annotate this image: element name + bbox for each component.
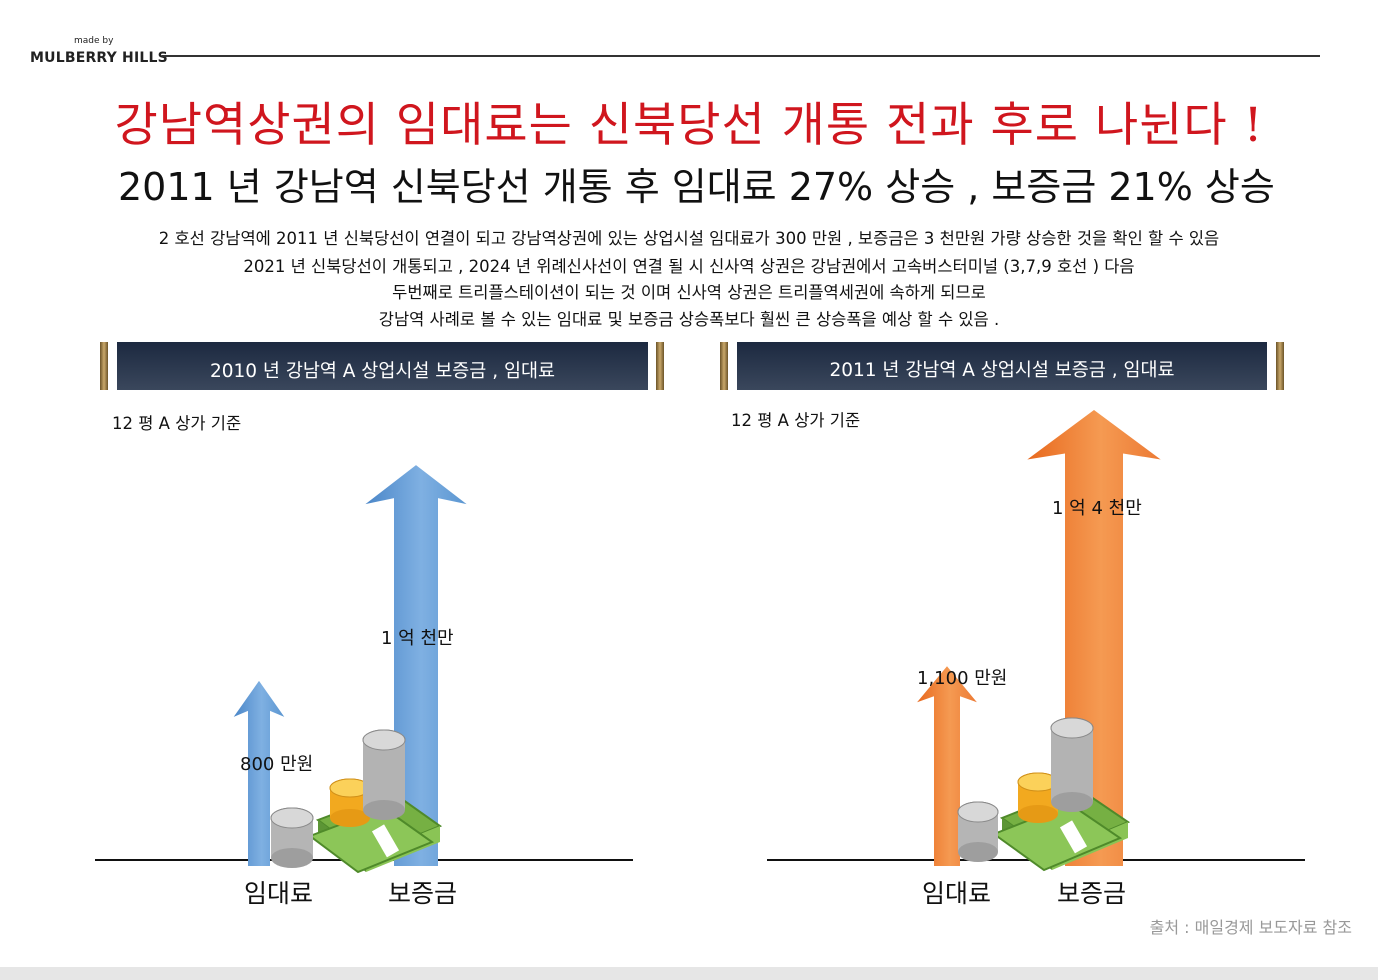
panel-ornament-left — [720, 342, 728, 390]
chart-2-category-rent: 임대료 — [922, 879, 992, 908]
chart-2-arrow-deposit — [1027, 410, 1161, 866]
money-stack-icon — [957, 717, 1131, 872]
chart-2-basis: 12 평 A 상가 기준 — [731, 411, 861, 430]
money-stack-icon — [270, 729, 443, 874]
chart-2-arrow-rent — [917, 666, 977, 866]
chart-1-arrow-rent — [233, 680, 285, 866]
brand-logo: MULBERRY HILLS — [30, 50, 168, 66]
description-line-1: 2 호선 강남역에 2011 년 신북당선이 연결이 되고 강남역상권에 있는 … — [158, 229, 1220, 248]
panel-ornament-right — [1276, 342, 1284, 390]
header-divider — [162, 55, 1320, 57]
chart-2-value-label-deposit: 1 억 4 천만 — [1052, 498, 1142, 519]
description-line-4: 강남역 사례로 볼 수 있는 임대료 및 보증금 상승폭보다 훨씬 큰 상승폭을… — [378, 310, 1000, 329]
description-line-3: 두번째로 트리플스테이션이 되는 것 이며 신사역 상권은 트리플역세권에 속하… — [392, 283, 986, 302]
brand-made-by: made by — [74, 36, 114, 46]
chart-1-category-rent: 임대료 — [244, 879, 314, 908]
panel-ornament-left — [100, 342, 108, 390]
description-line-2: 2021 년 신북당선이 개통되고 , 2024 년 위례신사선이 연결 될 시… — [243, 257, 1135, 276]
panel-ornament-right — [656, 342, 664, 390]
footer-bar — [0, 967, 1378, 980]
headline: 강남역상권의 임대료는 신북당선 개통 전과 후로 나뉜다 ! — [114, 98, 1264, 153]
source-note: 출처 : 매일경제 보도자료 참조 — [1149, 918, 1352, 937]
chart-2-value-label-rent: 1,100 만원 — [917, 668, 1008, 689]
chart-1-basis: 12 평 A 상가 기준 — [112, 414, 242, 433]
chart-2-title: 2011 년 강남역 A 상업시설 보증금 , 임대료 — [737, 342, 1267, 390]
chart-2-category-deposit: 보증금 — [1057, 879, 1127, 908]
chart-1-title: 2010 년 강남역 A 상업시설 보증금 , 임대료 — [117, 342, 648, 390]
chart-1-arrow-deposit — [365, 465, 467, 866]
chart-1-value-label-rent: 800 만원 — [240, 754, 314, 775]
subheadline: 2011 년 강남역 신북당선 개통 후 임대료 27% 상승 , 보증금 21… — [118, 165, 1275, 209]
chart-1-value-label-deposit: 1 억 천만 — [381, 628, 454, 649]
chart-1-category-deposit: 보증금 — [388, 879, 458, 908]
